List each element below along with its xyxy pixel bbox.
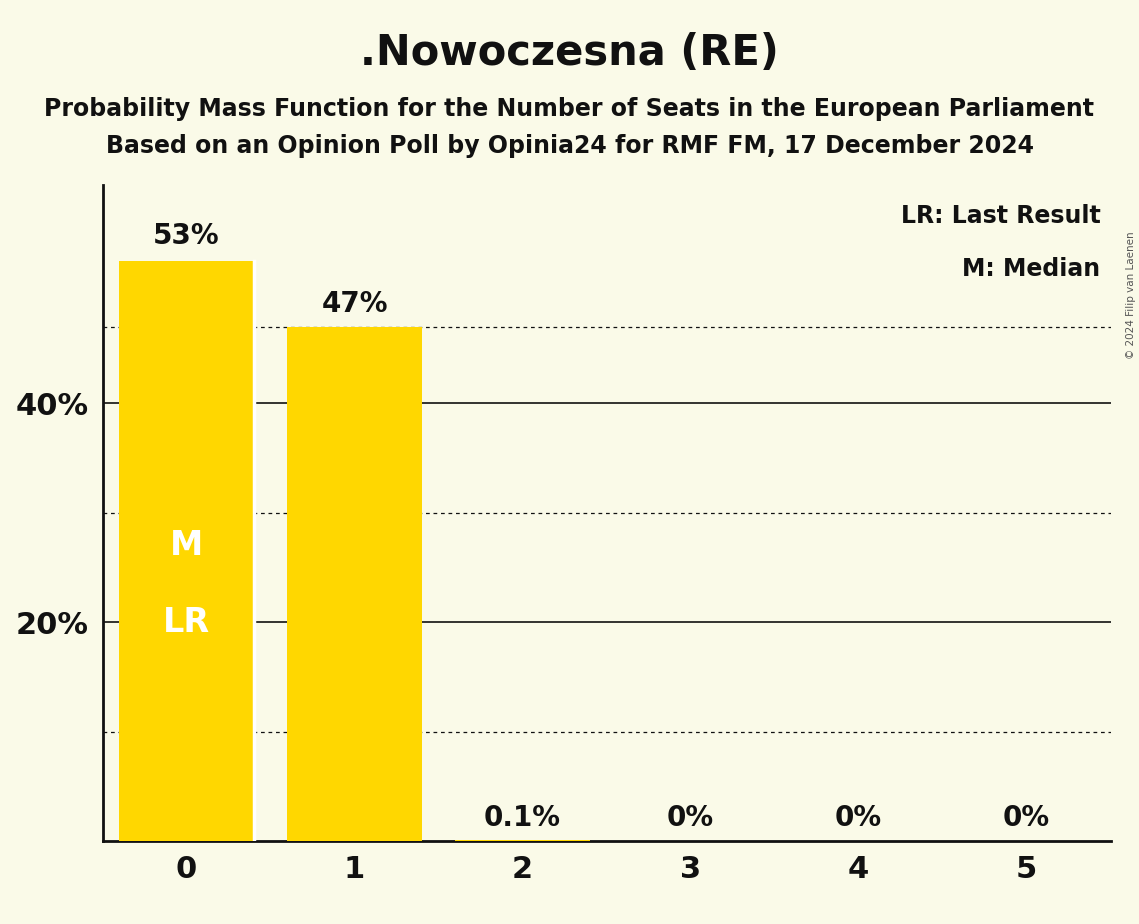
Text: Probability Mass Function for the Number of Seats in the European Parliament: Probability Mass Function for the Number… — [44, 97, 1095, 121]
Text: .Nowoczesna (RE): .Nowoczesna (RE) — [360, 32, 779, 74]
Bar — [456, 840, 590, 841]
Text: 47%: 47% — [321, 290, 387, 318]
Text: Based on an Opinion Poll by Opinia24 for RMF FM, 17 December 2024: Based on an Opinion Poll by Opinia24 for… — [106, 134, 1033, 158]
Text: 53%: 53% — [154, 223, 220, 250]
Text: M: M — [170, 529, 203, 562]
Text: 0%: 0% — [667, 804, 714, 833]
Bar — [287, 327, 421, 841]
Bar — [120, 261, 254, 841]
Text: 0.1%: 0.1% — [484, 804, 562, 833]
Text: M: Median: M: Median — [962, 257, 1100, 281]
Text: 0%: 0% — [1003, 804, 1050, 833]
Text: 0%: 0% — [835, 804, 882, 833]
Text: LR: LR — [163, 605, 210, 638]
Text: LR: Last Result: LR: Last Result — [901, 204, 1100, 228]
Text: © 2024 Filip van Laenen: © 2024 Filip van Laenen — [1126, 231, 1136, 359]
